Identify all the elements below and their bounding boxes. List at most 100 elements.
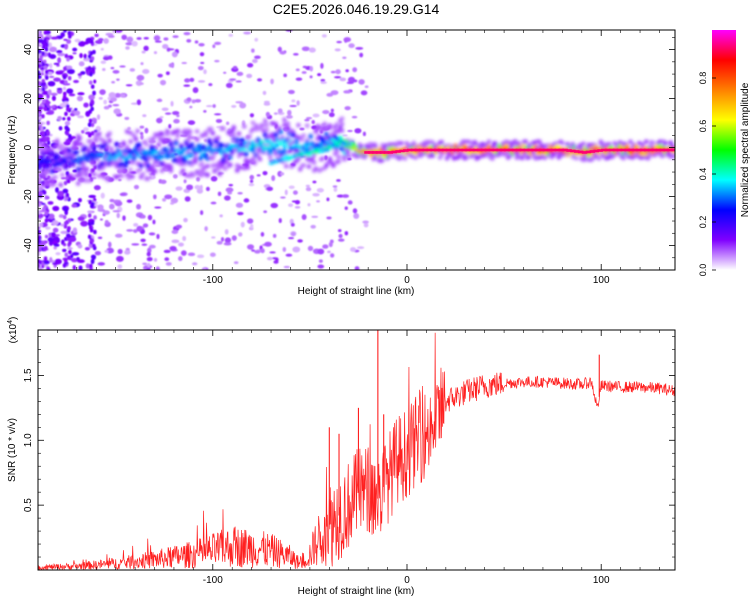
spectrogram-core-cell — [636, 148, 642, 152]
snr-series-layer — [38, 330, 675, 570]
spectrogram-noise-cell — [51, 105, 56, 109]
spectrogram-noise-cell — [249, 174, 255, 180]
spectrogram-cell — [182, 147, 188, 152]
spectrogram-cell — [48, 176, 53, 182]
spectrogram-noise-cell — [44, 47, 49, 52]
spectrogram-noise-cell — [64, 45, 68, 50]
spectrogram-noise-cell — [264, 241, 272, 247]
spectrogram-noise-cell — [89, 72, 93, 77]
spectrogram-noise-cell — [140, 238, 146, 243]
spectrogram-cell — [98, 143, 104, 150]
spectrogram-noise-cell — [351, 115, 358, 119]
spectrogram-cell — [144, 150, 149, 154]
spectrogram-cell — [249, 144, 254, 149]
spectrogram-cell — [626, 154, 631, 159]
spectrogram-cell — [159, 168, 165, 173]
spectrogram-noise-cell — [113, 108, 121, 115]
spectrogram-cell — [242, 124, 247, 129]
spectrogram-core-cell — [671, 148, 675, 152]
spectrogram-noise-cell — [38, 49, 42, 54]
spectrogram-noise-cell — [305, 187, 312, 192]
spectrogram-cell — [161, 139, 167, 144]
spectrogram-noise-cell — [162, 44, 169, 49]
spectrogram-noise-cell — [262, 90, 267, 96]
spectrogram-cell — [117, 157, 123, 162]
spectrogram-noise-cell — [38, 186, 43, 191]
spectrogram-cell — [145, 176, 151, 181]
spectrogram-cell — [179, 162, 184, 167]
spectrogram-cell — [91, 145, 97, 151]
spectrogram-cell — [79, 177, 84, 182]
spectrogram-noise-cell — [107, 241, 112, 248]
spectrogram-noise-cell — [283, 73, 287, 78]
spectrogram-core-cell — [484, 148, 491, 152]
spectrogram-noise-cell — [266, 256, 273, 261]
spectrogram-noise-cell — [210, 201, 217, 205]
spectrogram-cell — [95, 154, 100, 159]
spectrogram-noise-cell — [343, 90, 352, 94]
spectrogram-core-cell — [453, 148, 460, 152]
spectrogram-cell — [187, 129, 193, 134]
spectrogram-cell — [51, 182, 56, 187]
spectrogram-noise-cell — [38, 263, 41, 268]
spectrogram-noise-cell — [78, 61, 85, 67]
spectrogram-cell — [345, 151, 350, 157]
spectrogram-noise-cell — [89, 39, 94, 44]
spectrogram-noise-cell — [301, 46, 310, 52]
spectrogram-noise-cell — [92, 49, 96, 55]
spectrogram-cell — [136, 142, 142, 148]
spectrogram-noise-cell — [67, 255, 71, 260]
spectrogram-noise-cell — [229, 78, 237, 81]
spectrogram-core-cell — [422, 148, 429, 152]
spectrogram-noise-cell — [136, 225, 143, 232]
spectrogram-cell — [172, 153, 177, 157]
spectrogram-noise-cell — [133, 222, 139, 227]
spectrogram-cell — [270, 132, 275, 137]
spectrogram-noise-cell — [53, 62, 60, 65]
spectrogram-noise-cell — [205, 186, 210, 192]
spectrogram-cell — [320, 127, 326, 132]
spectrogram-cell — [184, 131, 189, 137]
spectrogram-cell — [38, 181, 41, 187]
spectrogram-noise-cell — [45, 69, 49, 75]
spectrogram-noise-cell — [93, 79, 97, 84]
spectrogram-noise-cell — [316, 188, 324, 193]
spectrogram-cell — [175, 128, 181, 134]
spectrogram-cell — [152, 169, 158, 174]
spectrogram-noise-cell — [38, 80, 42, 87]
spectrogram-noise-cell — [326, 197, 330, 202]
spectrogram-noise-cell — [318, 259, 323, 263]
spectrogram-noise-cell — [114, 30, 123, 33]
spectrogram-cell — [189, 153, 195, 158]
spectrogram-noise-cell — [140, 62, 144, 66]
spectrogram-noise-cell — [139, 125, 145, 129]
spectrogram-core-cell — [449, 148, 456, 152]
spectrogram-cell — [124, 129, 130, 134]
spectrogram-noise-cell — [154, 206, 162, 209]
spectrogram-noise-cell — [94, 33, 99, 38]
spectrogram-noise-cell — [69, 236, 77, 242]
spectrogram-cell — [222, 166, 228, 171]
spectrogram-cell — [130, 174, 135, 179]
spectrogram-core-cell — [601, 148, 607, 152]
spectrogram-cell — [273, 132, 279, 138]
spectrogram-cell — [175, 133, 181, 138]
spectrogram-core-cell — [379, 151, 386, 154]
spectrogram-cell — [322, 121, 327, 126]
spectrogram-cell — [152, 150, 158, 154]
spectrogram-cell — [133, 146, 139, 152]
spectrogram-cell — [273, 121, 278, 127]
spectrogram-noise-cell — [129, 68, 136, 72]
spectrogram-cell — [40, 151, 46, 157]
spectrogram-noise-cell — [57, 115, 62, 121]
spectrogram-noise-cell — [65, 107, 70, 112]
spectrogram-noise-cell — [163, 249, 171, 254]
spectrogram-noise-cell — [45, 99, 49, 104]
spectrogram-core-cell — [597, 149, 603, 152]
spectrogram-noise-cell — [256, 78, 263, 82]
spectrogram-noise-cell — [330, 90, 339, 96]
spectrogram-noise-cell — [360, 90, 368, 96]
spectrogram-noise-cell — [38, 33, 44, 40]
spectrogram-cell — [658, 139, 663, 144]
spectrogram-noise-cell — [125, 42, 134, 46]
